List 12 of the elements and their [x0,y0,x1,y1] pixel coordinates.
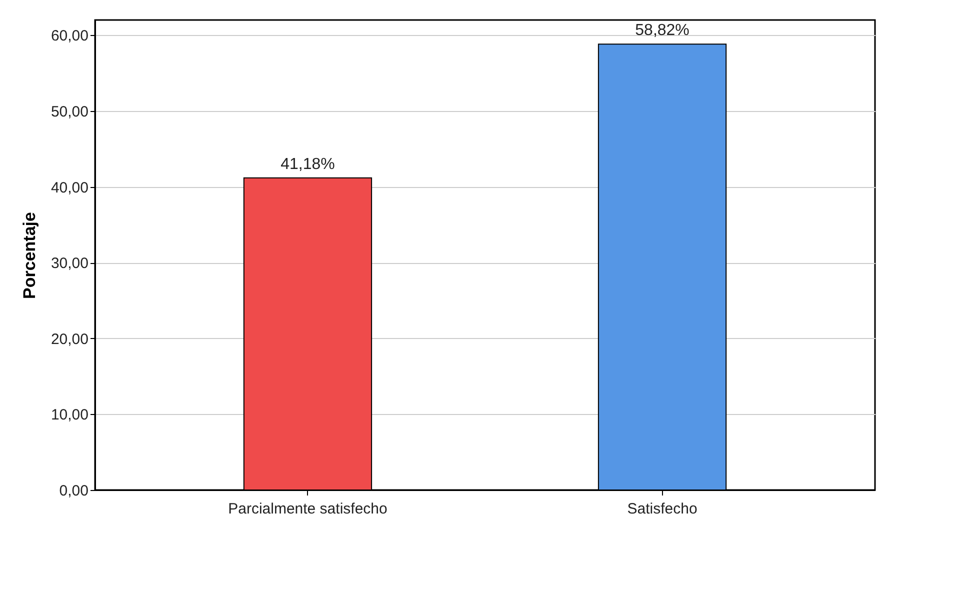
data-label: 41,18% [280,156,335,173]
y-tick-label: 30,00 [50,255,88,272]
data-label: 58,82% [635,22,690,40]
x-tick-label: Satisfecho [627,500,698,518]
y-tick-label: 60,00 [50,28,88,45]
y-tick-label: 10,00 [50,406,88,424]
y-axis-title: Porcentaje [20,212,39,299]
y-tick-label: 40,00 [50,179,88,196]
y-tick-label: 0,00 [59,482,88,500]
y-tick-label: 20,00 [50,330,88,348]
y-tick-label: 50,00 [50,103,88,120]
x-tick-label: Parcialmente satisfecho [228,500,388,518]
